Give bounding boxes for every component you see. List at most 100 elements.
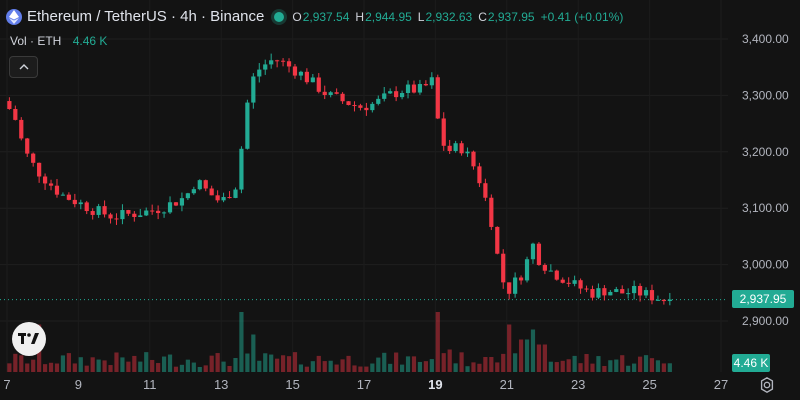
volume-bar — [596, 356, 601, 372]
volume-bar — [643, 355, 649, 372]
volume-bar — [501, 353, 506, 372]
ohlc-low-value: 2,932.63 — [425, 9, 473, 24]
volume-bar — [578, 363, 583, 372]
volume-bar — [507, 324, 512, 372]
volume-bar — [322, 361, 327, 372]
candle-body — [626, 293, 631, 295]
volume-bar — [108, 365, 113, 372]
volume-bar — [655, 360, 661, 372]
candle-body — [197, 180, 202, 190]
gear-icon[interactable] — [758, 376, 776, 394]
volume-bar — [263, 353, 268, 372]
candle-body — [269, 60, 274, 65]
candle-body — [251, 76, 256, 103]
volume-bar — [310, 361, 315, 372]
volume-bar — [60, 355, 66, 372]
volume-bar — [477, 363, 482, 372]
candle-body — [84, 202, 89, 212]
candle-body — [608, 291, 613, 296]
price-axis: 3,400.00 3,300.00 3,200.00 3,100.00 3,000.00… — [742, 32, 789, 328]
candle-body — [42, 176, 48, 184]
volume-bar — [352, 365, 357, 372]
candle-body — [322, 91, 327, 95]
volume-bar — [304, 366, 309, 372]
volume-bar — [382, 352, 387, 372]
volume-bar — [447, 349, 452, 372]
volume-bar — [417, 361, 423, 372]
candle-body — [370, 103, 375, 111]
volume-bar — [292, 352, 298, 372]
candle-body — [489, 197, 494, 227]
volume-bar — [465, 366, 470, 372]
volume-bar — [554, 362, 559, 372]
volume-bar — [42, 364, 48, 372]
candle-body — [334, 92, 339, 94]
volume-bar — [72, 363, 77, 372]
volume-bar — [185, 359, 190, 372]
ohlc-close-key: C — [478, 9, 487, 24]
volume-bar — [661, 363, 666, 372]
volume-label: Vol · ETH — [10, 34, 62, 48]
volume-bar — [132, 355, 137, 372]
candle-body — [465, 151, 470, 154]
volume-bar — [257, 360, 262, 372]
candle-body — [459, 143, 464, 154]
volume-bar — [495, 362, 500, 372]
candle-body — [156, 210, 161, 214]
candle-body — [37, 162, 42, 177]
candle-body — [358, 105, 363, 108]
volume-bar — [489, 357, 494, 372]
volume-bar — [435, 312, 440, 372]
symbol-title[interactable]: Ethereum / TetherUS · 4h · Binance — [27, 8, 265, 25]
candle-body — [352, 105, 357, 107]
volume-bar — [286, 356, 292, 372]
volume-bar — [471, 362, 476, 372]
ohlc-low-key: L — [417, 9, 425, 24]
candle-body — [382, 93, 387, 99]
candle-body — [376, 98, 381, 104]
volume-bar — [459, 352, 464, 372]
volume-bar — [334, 364, 339, 372]
volume-bar — [245, 353, 250, 372]
candle-body — [554, 270, 559, 280]
volume-legend[interactable]: Vol · ETH 4.46 K — [10, 34, 107, 48]
candle-body — [304, 71, 309, 83]
candle-body — [310, 77, 315, 83]
candle-body — [221, 197, 226, 201]
candle-body — [578, 280, 583, 289]
volume-bar — [102, 360, 107, 372]
candle-body — [560, 279, 565, 283]
volume-bar — [221, 361, 226, 372]
candle-body — [435, 77, 440, 119]
volume-bar — [7, 363, 12, 372]
candle-body — [102, 206, 107, 215]
candle-body — [667, 299, 672, 302]
volume-bar — [513, 353, 518, 372]
tradingview-logo[interactable] — [12, 322, 46, 356]
candle-body — [518, 277, 524, 281]
candle-body — [328, 92, 333, 95]
volume-bar — [441, 353, 446, 372]
volume-bar — [31, 359, 36, 372]
volume-bar — [233, 357, 238, 372]
chart-grid — [0, 38, 728, 322]
volume-bar — [340, 359, 345, 372]
ethereum-icon — [6, 8, 22, 25]
volume-bar — [19, 355, 24, 372]
volume-bar — [637, 356, 643, 372]
candle-body — [524, 259, 530, 281]
collapse-legend-button[interactable] — [9, 56, 38, 78]
candle-body — [144, 210, 149, 216]
symbol-legend[interactable]: Ethereum / TetherUS · 4h · Binance O 2,93… — [6, 8, 629, 25]
candle-body — [453, 143, 458, 152]
candle-body — [120, 210, 125, 220]
candle-body — [471, 151, 476, 167]
candle-body — [48, 183, 54, 186]
volume-bar — [298, 364, 304, 372]
volume-bar — [376, 357, 381, 372]
ohlc-high-key: H — [355, 9, 365, 24]
candle-body — [507, 282, 512, 294]
y-tick-label: 3,100.00 — [742, 201, 789, 215]
candle-body — [7, 101, 12, 109]
